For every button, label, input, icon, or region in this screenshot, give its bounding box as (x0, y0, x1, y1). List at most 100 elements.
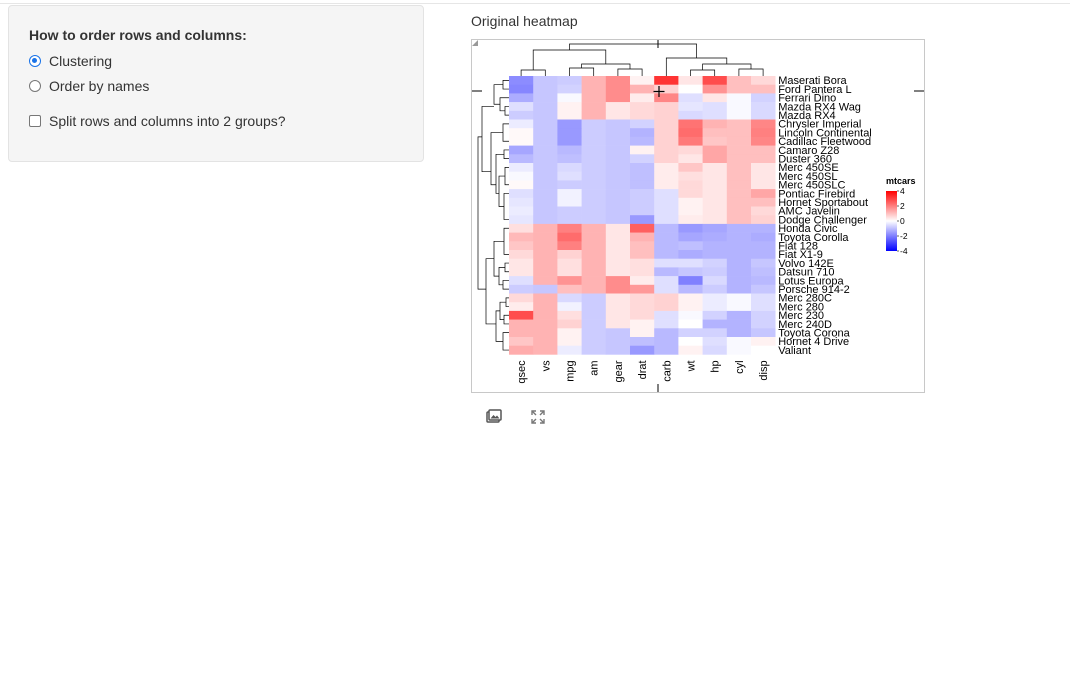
clustering-radio-option[interactable]: Clustering (29, 53, 112, 69)
heatmap-cell (605, 328, 631, 338)
heatmap-cell (509, 180, 534, 190)
row-label: Fiat 128 (778, 241, 818, 253)
heatmap-cell (678, 180, 703, 190)
heatmap-cell (678, 128, 703, 138)
row-label: Lincoln Continental (778, 127, 872, 139)
heatmap-cell (605, 337, 631, 346)
heatmap-cell (654, 302, 679, 312)
split-groups-checkbox-option[interactable]: Split rows and columns into 2 groups? (29, 113, 286, 129)
row-dendrogram-link (481, 106, 494, 173)
heatmap-cell (630, 319, 655, 329)
heatmap-cell (702, 136, 728, 146)
heatmap-cell (605, 145, 631, 155)
heatmap-cell (678, 250, 703, 259)
heatmap-cell (702, 302, 728, 312)
heatmap-cell (678, 328, 703, 338)
heatmap-cell (605, 232, 631, 242)
expand-icon[interactable] (530, 409, 546, 425)
heatmap-cell (581, 258, 607, 268)
heatmap-cell (581, 276, 607, 286)
heatmap-cell (630, 232, 655, 242)
heatmap-cell (678, 319, 703, 329)
heatmap-cell (581, 310, 607, 320)
heatmap-cell (678, 93, 703, 103)
heatmap-cell (678, 223, 703, 233)
row-label: Lotus Europa (778, 275, 844, 287)
row-label: Honda Civic (778, 223, 838, 235)
row-label: Toyota Corona (778, 328, 850, 340)
heatmap-cell (533, 119, 558, 129)
image-icon[interactable] (486, 409, 502, 425)
heatmap-cell (509, 206, 534, 216)
row-dendrogram-link (490, 132, 503, 186)
split-groups-label[interactable]: Split rows and columns into 2 groups? (49, 113, 286, 129)
heatmap-cell (702, 197, 728, 207)
column-label: hp (710, 360, 722, 372)
heatmap-cell (630, 310, 655, 320)
split-groups-checkbox[interactable] (29, 115, 41, 127)
heatmap-cell (533, 250, 558, 259)
heatmap-cell (581, 345, 607, 355)
heatmap-cell (630, 76, 655, 85)
heatmap-cell (533, 337, 558, 346)
heatmap-cell (751, 337, 776, 346)
heatmap-cell (726, 136, 752, 146)
heatmap-cell (726, 284, 752, 294)
heatmap-cell (654, 258, 679, 268)
legend-tick-label: 4 (900, 186, 905, 196)
row-label: Dodge Challenger (778, 214, 867, 226)
heatmap-output[interactable]: Maserati Bora Ford Pantera L Ferrari Dino M… (471, 39, 925, 393)
heatmap-cell (581, 337, 607, 346)
row-label: Ford Pantera L (778, 84, 851, 96)
order-by-names-radio[interactable] (29, 80, 41, 92)
heatmap-cell (678, 267, 703, 277)
heatmap-cell (654, 110, 679, 120)
row-label: AMC Javelin (778, 206, 840, 218)
row-label: Fiat X1-9 (778, 249, 823, 261)
row-label: Merc 280C (778, 293, 832, 305)
heatmap-cell (605, 154, 631, 164)
heatmap-cell (509, 197, 534, 207)
heatmap-cell (533, 232, 558, 242)
sidebar-panel: How to order rows and columns: Clusterin… (8, 5, 424, 162)
heatmap-cell (533, 145, 558, 155)
order-by-names-radio-option[interactable]: Order by names (29, 78, 149, 94)
resize-handle-icon[interactable] (472, 40, 478, 46)
heatmap-cell (702, 223, 728, 233)
heatmap-cell (702, 119, 728, 129)
heatmap-cell (605, 276, 631, 286)
row-label: Ferrari Dino (778, 93, 836, 105)
heatmap-cell (702, 284, 728, 294)
heatmap-cell (605, 258, 631, 268)
clustering-radio[interactable] (29, 55, 41, 67)
heatmap-cell (630, 258, 655, 268)
clustering-label[interactable]: Clustering (49, 53, 113, 69)
heatmap-cell (726, 145, 752, 155)
heatmap-cell (533, 267, 558, 277)
heatmap-cell (654, 310, 679, 320)
heatmap-cell (726, 310, 752, 320)
heatmap-cell (678, 84, 703, 94)
heatmap-cell (509, 276, 534, 286)
heatmap-cell (557, 76, 582, 85)
heatmap-cell (533, 319, 558, 329)
heatmap-cell (533, 76, 558, 85)
heatmap-cell (654, 267, 679, 277)
heatmap-cell (509, 223, 534, 233)
heatmap-cell (678, 154, 703, 164)
row-label: Maserati Bora (778, 75, 847, 87)
heatmap-cell (630, 302, 655, 312)
heatmap-cell (751, 154, 776, 164)
heatmap-cell (702, 232, 728, 242)
heatmap-cell (654, 241, 679, 251)
order-by-names-label[interactable]: Order by names (49, 78, 150, 94)
heatmap-cell (751, 84, 776, 94)
heatmap-cell (751, 136, 776, 146)
heatmap-cell (557, 328, 582, 338)
heatmap-cell (557, 241, 582, 251)
heatmap-cell (605, 180, 631, 190)
heatmap-cell (630, 171, 655, 181)
row-label: Valiant (778, 345, 811, 357)
top-divider (0, 3, 1070, 4)
